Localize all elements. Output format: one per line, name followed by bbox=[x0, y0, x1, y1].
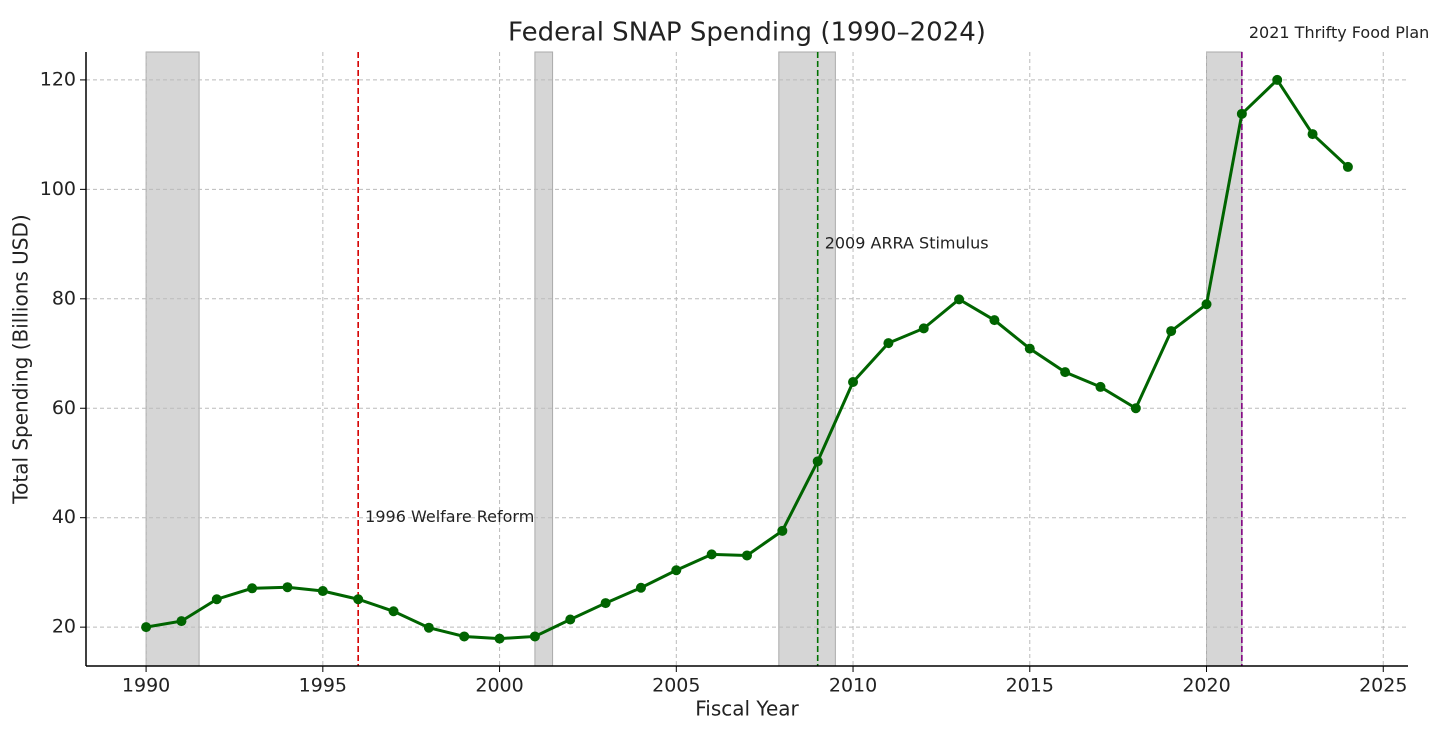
point bbox=[671, 565, 682, 576]
point bbox=[1024, 343, 1035, 354]
point bbox=[423, 622, 434, 633]
point bbox=[529, 631, 540, 642]
point bbox=[565, 614, 576, 625]
shaded-span bbox=[534, 51, 554, 667]
point bbox=[1236, 108, 1247, 119]
point bbox=[1130, 403, 1141, 414]
point bbox=[954, 294, 965, 305]
y-tick-label: 100 bbox=[40, 178, 76, 200]
point bbox=[848, 376, 859, 387]
annotation: 1996 Welfare Reform bbox=[365, 507, 534, 526]
y-tick-label: 20 bbox=[52, 616, 76, 638]
point bbox=[777, 525, 788, 536]
point bbox=[918, 323, 929, 334]
x-tick-label: 2015 bbox=[1006, 675, 1054, 697]
point bbox=[812, 456, 823, 467]
x-tick-label: 2010 bbox=[829, 675, 877, 697]
point bbox=[141, 622, 152, 633]
shaded-span bbox=[1206, 51, 1243, 667]
shaded-span bbox=[778, 51, 836, 667]
annotation: 2009 ARRA Stimulus bbox=[825, 234, 989, 253]
y-axis-label: Total Spending (Billions USD) bbox=[9, 214, 33, 504]
y-tick-label: 40 bbox=[52, 506, 76, 528]
point bbox=[1342, 161, 1353, 172]
point bbox=[706, 549, 717, 560]
point bbox=[176, 616, 187, 627]
shaded-span bbox=[145, 51, 200, 667]
point bbox=[1201, 299, 1212, 310]
x-tick-label: 2000 bbox=[475, 675, 523, 697]
chart-title: Federal SNAP Spending (1990–2024) bbox=[508, 18, 986, 48]
point bbox=[353, 594, 364, 605]
point bbox=[247, 583, 258, 594]
point bbox=[1272, 74, 1283, 85]
point bbox=[989, 315, 1000, 326]
point bbox=[494, 633, 505, 644]
point bbox=[883, 338, 894, 349]
point bbox=[1166, 326, 1177, 337]
y-tick-label: 80 bbox=[52, 287, 76, 309]
point bbox=[1060, 367, 1071, 378]
point bbox=[635, 582, 646, 593]
x-tick-label: 2025 bbox=[1359, 675, 1407, 697]
point bbox=[600, 598, 611, 609]
x-tick-label: 2005 bbox=[652, 675, 700, 697]
y-tick-label: 120 bbox=[40, 68, 76, 90]
point bbox=[282, 582, 293, 593]
point bbox=[317, 586, 328, 597]
x-tick-label: 1995 bbox=[299, 675, 347, 697]
x-axis-label: Fiscal Year bbox=[695, 697, 799, 721]
point bbox=[1095, 381, 1106, 392]
point bbox=[1307, 129, 1318, 140]
point bbox=[742, 550, 752, 561]
annotation: 2021 Thrifty Food Plan bbox=[1249, 23, 1429, 42]
point bbox=[388, 606, 399, 617]
point bbox=[459, 631, 470, 642]
y-tick-label: 60 bbox=[52, 397, 76, 419]
x-tick-label: 2020 bbox=[1182, 675, 1230, 697]
point bbox=[211, 594, 222, 605]
x-tick-label: 1990 bbox=[122, 675, 170, 697]
